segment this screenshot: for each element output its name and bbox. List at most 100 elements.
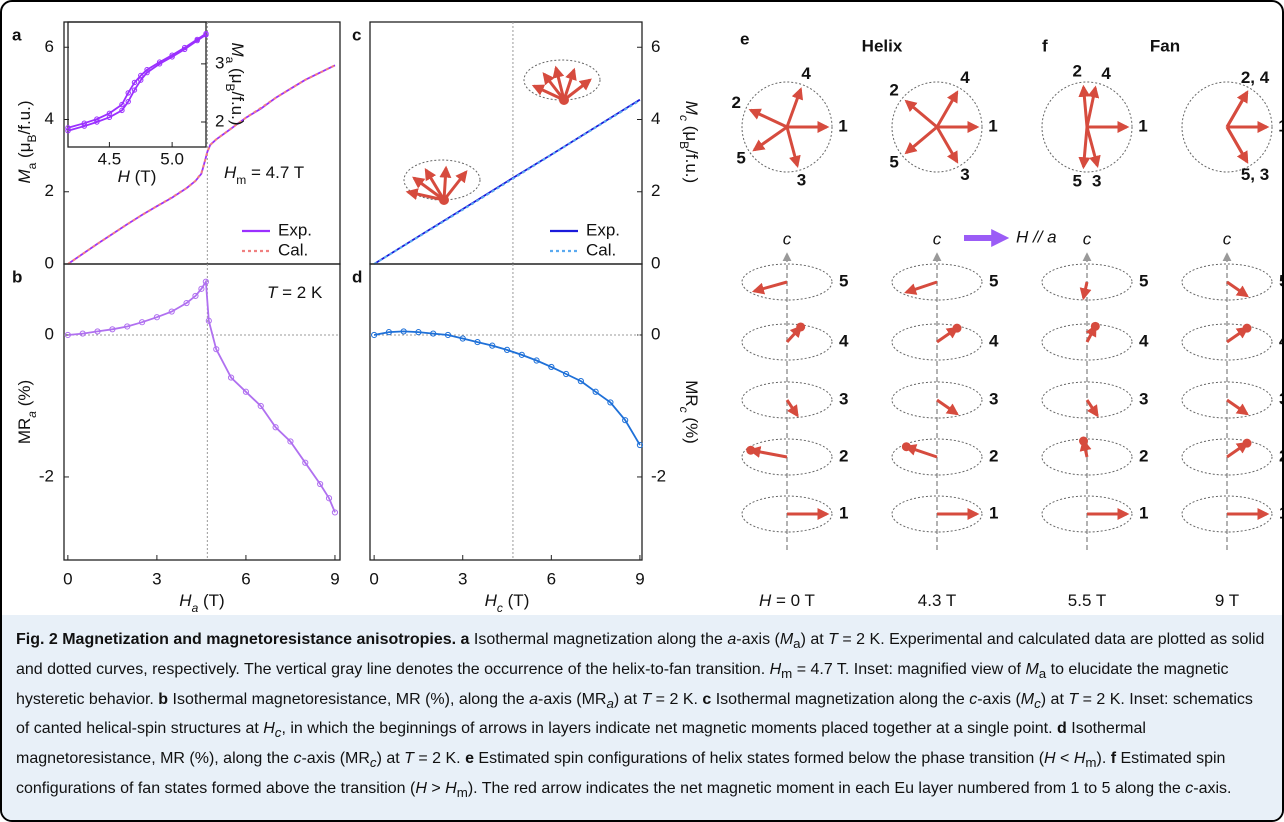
series-line xyxy=(373,99,641,265)
layer-number: 5, 3 xyxy=(1241,165,1269,184)
data-point xyxy=(156,59,163,65)
y-axis-label-part: a xyxy=(25,162,39,169)
layer-ellipse xyxy=(1041,263,1133,301)
y-axis-label: MRc (%) xyxy=(677,380,701,444)
panel-label: e xyxy=(740,29,749,48)
y-tick-label: -2 xyxy=(651,466,666,485)
field-label: H // a xyxy=(1016,227,1057,246)
spin-arrow xyxy=(1225,126,1249,164)
y-axis-label-part: (%) xyxy=(682,413,701,444)
legend-label: Cal. xyxy=(586,240,616,259)
schematic-origin xyxy=(439,195,449,205)
y-axis-label: Ma (μB/f.u.) xyxy=(223,42,247,125)
layer-number: 4 xyxy=(989,331,999,350)
data-point xyxy=(548,363,555,371)
spin-arrow xyxy=(1078,126,1091,170)
layer-ellipse xyxy=(891,438,983,476)
layer-number: 4 xyxy=(839,331,849,350)
data-point xyxy=(371,331,378,339)
y-tick-label: 0 xyxy=(45,324,54,343)
layer-ellipse xyxy=(741,495,833,533)
caption-text: H xyxy=(445,779,457,797)
caption-text: > xyxy=(426,779,446,797)
y-axis-label-part: a xyxy=(223,57,237,64)
axis-label: c xyxy=(933,229,942,248)
spin-arrow xyxy=(904,125,938,155)
caption-text: = 2 K. Experimental and calculated data … xyxy=(16,631,1265,678)
spin-arrow xyxy=(1226,280,1249,298)
y-tick-label: 2 xyxy=(215,111,224,130)
caption-text: -axis (MR xyxy=(301,750,370,768)
layer-number: 4 xyxy=(960,68,970,87)
schematic-arrow xyxy=(531,84,565,102)
layer-number: 5 xyxy=(736,149,745,168)
caption-text: to elucidate the magnetic hysteretic beh… xyxy=(16,660,1229,708)
layer-number: 3 xyxy=(1092,172,1101,191)
y-axis-label-part: B xyxy=(677,141,691,149)
layer-number: 1 xyxy=(839,503,848,522)
data-point xyxy=(119,101,125,108)
spin-arrow xyxy=(904,444,938,459)
caption-text: ) at xyxy=(1040,690,1069,708)
plot-frame xyxy=(67,21,207,148)
layer-number: 5 xyxy=(889,152,898,171)
layer-ellipse xyxy=(741,381,833,419)
annotation: T = 2 K xyxy=(267,283,323,302)
y-axis-label-part: (μ xyxy=(228,63,247,83)
annotation-part: = 4.7 T xyxy=(246,163,304,182)
schematic-arrow xyxy=(542,72,566,101)
x-tick-label: 0 xyxy=(63,569,72,588)
caption-text: M xyxy=(779,631,794,648)
spin-arrow xyxy=(1085,85,1100,128)
schematic-arrow xyxy=(405,188,445,202)
layer-ellipse xyxy=(891,323,983,361)
data-point xyxy=(287,438,294,445)
layer-ellipse xyxy=(1181,438,1273,476)
spin-arrow xyxy=(752,125,788,152)
panel-label: d xyxy=(352,267,362,286)
spin-arrow xyxy=(785,126,801,168)
y-tick-label: 6 xyxy=(651,37,660,56)
y-axis-label-part: B xyxy=(25,134,39,142)
caption-text: = 2 K. Inset: schematics of canted helic… xyxy=(16,690,1253,738)
data-point xyxy=(124,323,131,330)
layer-number: 5 xyxy=(1279,271,1282,290)
caption-text: Isothermal magnetoresistance, MR (%), al… xyxy=(168,690,530,708)
data-point xyxy=(444,331,452,339)
caption-text: f xyxy=(1110,750,1117,768)
y-axis-label-part: /f.u.) xyxy=(15,100,34,134)
layer-number: 3 xyxy=(960,165,969,184)
series-line xyxy=(67,64,336,265)
spin-dot xyxy=(1079,436,1089,446)
caption-text: = 2 K. xyxy=(413,750,466,768)
layer-number: 1 xyxy=(838,116,847,135)
layer-number: 2 xyxy=(1139,446,1148,465)
layer-number: 3 xyxy=(839,389,848,408)
x-axis-label-part: (T) xyxy=(503,591,529,610)
caption-text: T xyxy=(404,750,414,768)
caption-text: M xyxy=(1025,660,1039,678)
y-axis-label-part: M xyxy=(15,169,34,184)
caption-text: = 4.7 T. Inset: magnified view of xyxy=(792,660,1026,678)
data-point xyxy=(533,357,540,364)
data-point xyxy=(119,107,125,114)
x-axis-label: Hc (T) xyxy=(485,591,530,615)
y-axis-label: Ma (μB/f.u.) xyxy=(15,100,39,183)
annotation-part: T xyxy=(267,283,279,302)
data-point xyxy=(183,299,190,307)
layer-number: 2 xyxy=(732,93,741,112)
x-axis-label-part: a xyxy=(192,601,199,615)
layer-number: 2 xyxy=(1073,61,1082,80)
series-line xyxy=(67,32,207,129)
data-point xyxy=(138,72,144,79)
layer-number: 1 xyxy=(1138,116,1147,135)
top-circle xyxy=(741,81,833,173)
data-point xyxy=(81,120,88,126)
spin-arrow xyxy=(1226,398,1249,416)
x-tick-label: 6 xyxy=(547,569,556,588)
caption-text: = 2 K. xyxy=(651,690,703,708)
caption-text: Estimated spin configurations of helix s… xyxy=(473,750,1045,768)
annotation: Hm = 4.7 T xyxy=(224,163,304,187)
layer-number: 2, 4 xyxy=(1241,68,1270,87)
y-axis-label-part: (μ xyxy=(15,142,34,162)
